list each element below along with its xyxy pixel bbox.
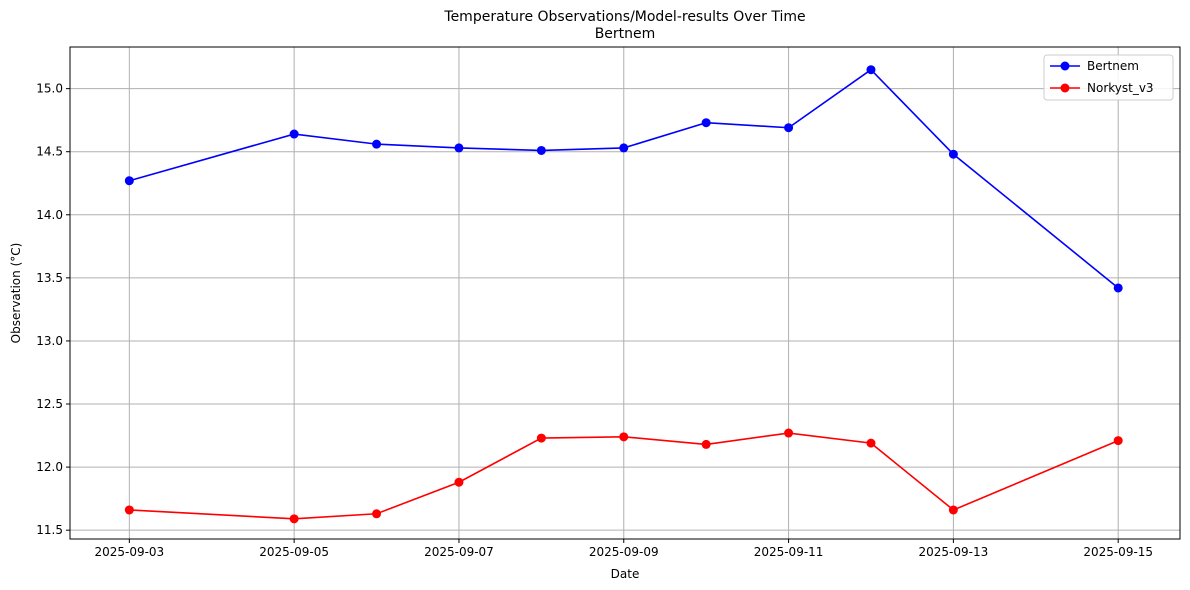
y-tick-label: 12.0 — [36, 460, 63, 474]
legend-marker — [1060, 61, 1070, 71]
data-point — [1113, 283, 1123, 293]
data-point — [866, 65, 876, 75]
data-point — [784, 123, 794, 133]
legend-label: Bertnem — [1087, 59, 1139, 73]
data-point — [701, 118, 711, 128]
x-axis-label: Date — [611, 567, 640, 581]
data-point — [619, 432, 629, 442]
x-tick-label: 2025-09-05 — [259, 545, 329, 559]
legend-label: Norkyst_v3 — [1087, 81, 1154, 95]
x-tick-label: 2025-09-11 — [754, 545, 824, 559]
y-axis-label: Observation (°C) — [9, 243, 23, 344]
axis-ticks: 2025-09-03 2025-09-05 2025-09-07 2025-09-09… — [36, 82, 1153, 559]
data-point — [289, 129, 299, 139]
data-point — [536, 145, 546, 155]
y-tick-label: 13.0 — [36, 334, 63, 348]
data-point — [372, 139, 382, 149]
data-point — [619, 143, 629, 153]
y-tick-label: 11.5 — [36, 523, 63, 537]
data-point — [866, 438, 876, 448]
y-tick-label: 14.0 — [36, 208, 63, 222]
legend-marker — [1060, 83, 1070, 93]
x-tick-label: 2025-09-07 — [424, 545, 494, 559]
data-point — [536, 433, 546, 443]
y-tick-label: 15.0 — [36, 82, 63, 96]
y-tick-label: 14.5 — [36, 145, 63, 159]
data-point — [454, 477, 464, 487]
chart-subtitle: Bertnem — [595, 26, 656, 42]
chart-title: Temperature Observations/Model-results O… — [443, 9, 805, 25]
data-point — [1113, 436, 1123, 446]
data-point — [948, 505, 958, 515]
data-point — [124, 505, 134, 515]
data-point — [372, 509, 382, 519]
x-tick-label: 2025-09-09 — [589, 545, 659, 559]
legend: Bertnem Norkyst_v3 — [1043, 54, 1174, 101]
data-point — [784, 428, 794, 438]
y-tick-label: 13.5 — [36, 271, 63, 285]
data-point — [701, 439, 711, 449]
data-point — [124, 176, 134, 186]
x-tick-label: 2025-09-03 — [94, 545, 164, 559]
series-group — [124, 65, 1123, 524]
data-point — [948, 149, 958, 159]
y-tick-label: 12.5 — [36, 397, 63, 411]
x-tick-label: 2025-09-15 — [1083, 545, 1153, 559]
plot-frame — [69, 46, 1181, 540]
data-point — [289, 514, 299, 524]
x-tick-label: 2025-09-13 — [919, 545, 989, 559]
data-point — [454, 143, 464, 153]
